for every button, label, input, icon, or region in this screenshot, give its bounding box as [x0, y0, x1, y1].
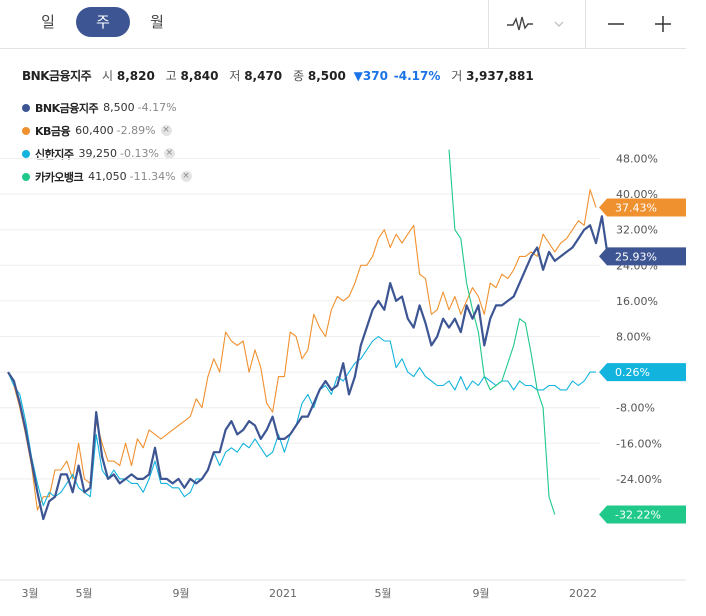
tab-monthly[interactable]: 월	[150, 13, 164, 31]
stock-name: BNK금융지주	[22, 69, 92, 83]
end-value-tag	[599, 505, 686, 524]
minus-icon	[608, 23, 624, 25]
legend-color-dot	[22, 103, 30, 112]
y-tick-label: -8.00%	[616, 402, 655, 415]
legend-item: 카카오뱅크 41,050 -11.34% ×	[22, 165, 192, 188]
high-value: 8,840	[180, 69, 219, 83]
legend-color-dot	[22, 172, 30, 181]
legend-name: 카카오뱅크	[35, 170, 84, 184]
legend-color-dot	[22, 149, 30, 158]
close-value: 8,500	[307, 69, 346, 83]
toolbar-divider	[585, 0, 586, 48]
end-value-tag	[599, 247, 686, 266]
chart-legend: BNK금융지주 8,500 -4.17% KB금융 60,400 -2.89% …	[22, 96, 192, 188]
x-tick-label: 5월	[374, 587, 391, 600]
close-label: 종	[293, 69, 305, 83]
legend-price: 41,050	[88, 170, 127, 183]
x-tick-label: 2022	[569, 587, 597, 600]
plus-icon	[655, 16, 671, 32]
price-summary: BNK금융지주 시 8,820 고 8,840 저 8,470 종 8,500 …	[22, 67, 534, 84]
legend-change: -11.34%	[129, 170, 176, 183]
legend-color-dot	[22, 126, 30, 135]
y-tick-label: -24.00%	[616, 473, 662, 486]
y-tick-label: -16.00%	[616, 437, 662, 450]
legend-price: 60,400	[75, 124, 114, 137]
zoom-out-button[interactable]	[596, 0, 636, 48]
high-label: 고	[165, 69, 177, 83]
zoom-in-button[interactable]	[643, 0, 683, 48]
y-tick-label: 16.00%	[616, 295, 658, 308]
legend-change: -2.89%	[116, 124, 156, 137]
legend-name: 신한지주	[35, 147, 74, 161]
line-chart-icon	[507, 16, 533, 31]
legend-price: 8,500	[103, 101, 135, 114]
open-value: 8,820	[116, 69, 155, 83]
remove-series-icon[interactable]: ×	[160, 125, 172, 136]
chart-type-button[interactable]	[492, 0, 548, 48]
chart-type-dropdown[interactable]	[548, 0, 570, 48]
remove-series-icon[interactable]: ×	[180, 171, 192, 182]
series-line	[7, 189, 597, 511]
legend-name: KB금융	[35, 124, 71, 138]
end-value-label: -32.22%	[615, 509, 661, 522]
volume-value: 3,937,881	[466, 69, 534, 83]
chevron-down-icon	[554, 21, 564, 27]
change-value: ▼370	[353, 69, 388, 83]
low-value: 8,470	[244, 69, 283, 83]
series-line	[448, 149, 556, 515]
x-tick-label: 5월	[75, 587, 92, 600]
remove-series-icon[interactable]: ×	[163, 148, 175, 159]
low-label: 저	[229, 69, 241, 83]
end-value-label: 37.43%	[615, 201, 657, 214]
y-tick-label: 32.00%	[616, 224, 658, 237]
series-line	[7, 215, 609, 521]
end-value-tag	[599, 363, 686, 382]
legend-item: BNK금융지주 8,500 -4.17%	[22, 96, 192, 119]
y-tick-label: 40.00%	[616, 188, 658, 201]
legend-name: BNK금융지주	[35, 101, 99, 115]
end-value-label: 25.93%	[615, 250, 657, 263]
legend-change: -4.17%	[137, 101, 177, 114]
tab-daily[interactable]: 일	[41, 13, 55, 31]
volume-label: 거	[451, 69, 463, 83]
change-percent: -4.17%	[393, 69, 441, 83]
open-label: 시	[101, 69, 114, 83]
x-tick-label: 9월	[472, 587, 489, 600]
x-tick-label: 3월	[21, 587, 38, 600]
chart-toolbar: 일 주 월	[0, 0, 686, 49]
end-value-label: 0.26%	[615, 366, 650, 379]
x-tick-label: 9월	[172, 587, 189, 600]
legend-price: 39,250	[78, 147, 117, 160]
y-tick-label: 48.00%	[616, 153, 658, 166]
legend-item: 신한지주 39,250 -0.13% ×	[22, 142, 192, 165]
x-tick-label: 2021	[269, 587, 297, 600]
y-tick-label: 8.00%	[616, 331, 651, 344]
legend-item: KB금융 60,400 -2.89% ×	[22, 119, 192, 142]
toolbar-divider	[488, 0, 489, 48]
tab-weekly[interactable]: 주	[76, 7, 130, 37]
end-value-tag	[599, 198, 686, 217]
legend-change: -0.13%	[119, 147, 159, 160]
